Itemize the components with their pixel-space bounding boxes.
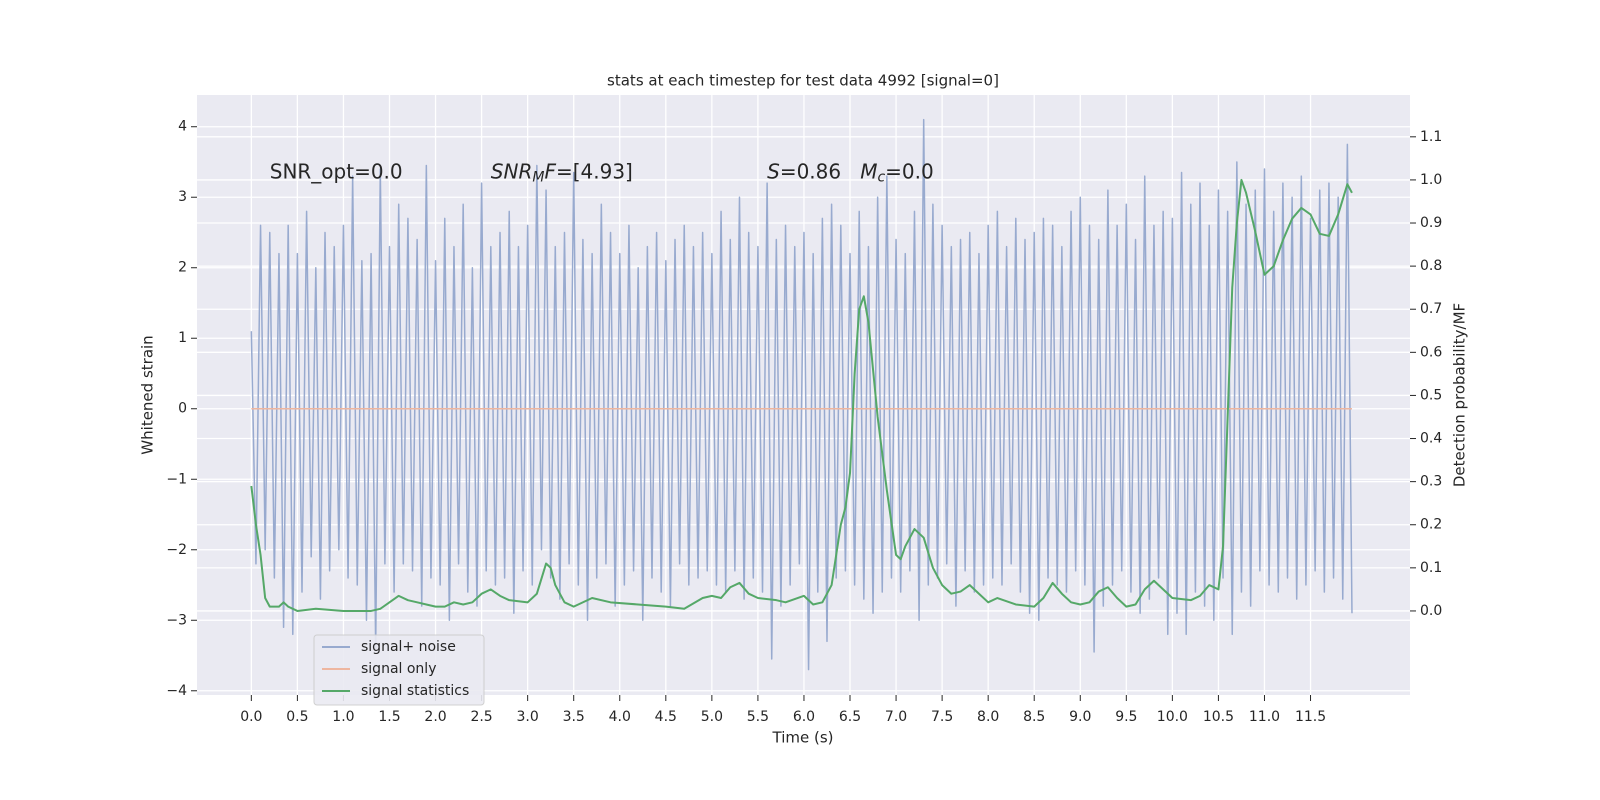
y2-tick-label: 0.9: [1420, 215, 1442, 231]
x-tick-label: 11.5: [1295, 709, 1326, 725]
x-tick-label: 3.5: [563, 709, 585, 725]
y2-axis-label: Detection probability/MF: [1451, 303, 1469, 487]
y2-tick-label: 0.6: [1420, 344, 1442, 360]
x-tick-label: 6.5: [839, 709, 861, 725]
x-tick-label: 5.5: [747, 709, 769, 725]
y-axis-label: Whitened strain: [139, 335, 157, 454]
x-tick-label: 3.0: [517, 709, 539, 725]
y2-tick-label: 0.0: [1420, 603, 1442, 619]
x-tick-label: 0.0: [240, 709, 262, 725]
x-axis-label: Time (s): [772, 729, 834, 747]
y2-tick-label: 0.1: [1420, 560, 1442, 576]
legend-box: [313, 634, 485, 706]
y-tick-label: 0: [178, 401, 187, 417]
x-tick-label: 8.5: [1023, 709, 1045, 725]
x-tick-label: 10.0: [1157, 709, 1188, 725]
y2-tick-label: 0.5: [1420, 387, 1442, 403]
legend-label: signal only: [361, 661, 436, 677]
x-tick-label: 7.0: [885, 709, 907, 725]
y-tick-label: −1: [166, 471, 187, 487]
x-tick-label: 2.5: [470, 709, 492, 725]
x-tick-label: 7.5: [931, 709, 953, 725]
annotation-part: =0.86: [780, 159, 860, 183]
y-tick-label: 2: [178, 260, 187, 276]
annotation-part: =[4.93]: [556, 159, 633, 183]
annotation-part: =0.0: [885, 159, 934, 183]
legend-label: signal statistics: [361, 683, 469, 699]
y2-tick-label: 1.0: [1420, 172, 1442, 188]
series-line: [250, 178, 1353, 612]
grid: [197, 95, 1410, 695]
x-tick-label: 9.0: [1069, 709, 1091, 725]
y2-tick-label: 0.7: [1420, 301, 1442, 317]
annotation-part: M: [532, 170, 544, 186]
annotation-part: S: [767, 159, 780, 183]
y-tick-label: 4: [178, 119, 187, 135]
x-tick-label: 2.0: [424, 709, 446, 725]
annotation: S=0.86 Mc=0.0: [767, 159, 934, 186]
annotation: SNR_opt=0.0: [270, 159, 403, 183]
y-tick-label: −4: [166, 683, 187, 699]
chart-title: stats at each timestep for test data 499…: [607, 72, 999, 90]
y2-tick-label: 0.4: [1420, 431, 1442, 447]
x-tick-label: 4.0: [609, 709, 631, 725]
y2-tick-label: 0.8: [1420, 258, 1442, 274]
y-tick-label: −2: [166, 542, 187, 558]
x-tick-label: 9.5: [1115, 709, 1137, 725]
annotation: SNRMF=[4.93]: [491, 159, 633, 186]
x-tick-label: 4.5: [655, 709, 677, 725]
legend-label: signal+ noise: [361, 639, 456, 655]
legend: signal+ noise signal only signal statistic…: [313, 634, 485, 706]
y2-tick-label: 0.2: [1420, 517, 1442, 533]
annotation-part: F: [544, 159, 556, 183]
x-tick-label: 11.0: [1249, 709, 1280, 725]
x-tick-label: 8.0: [977, 709, 999, 725]
y2-tick-label: 0.3: [1420, 474, 1442, 490]
y-tick-label: 3: [178, 189, 187, 205]
y-tick-label: −3: [166, 612, 187, 628]
series-line: [250, 118, 1353, 671]
annotation-part: SNR_opt=0.0: [270, 159, 403, 183]
y-tick-label: 1: [178, 330, 187, 346]
annotation-part: SNR: [491, 159, 533, 183]
x-tick-label: 5.0: [701, 709, 723, 725]
x-tick-label: 1.0: [332, 709, 354, 725]
x-tick-label: 0.5: [286, 709, 308, 725]
annotation-part: M: [860, 159, 877, 183]
x-tick-label: 6.0: [793, 709, 815, 725]
y2-tick-label: 1.1: [1420, 129, 1442, 145]
x-tick-label: 1.5: [378, 709, 400, 725]
annotation-part: c: [877, 170, 885, 186]
x-tick-label: 10.5: [1203, 709, 1234, 725]
